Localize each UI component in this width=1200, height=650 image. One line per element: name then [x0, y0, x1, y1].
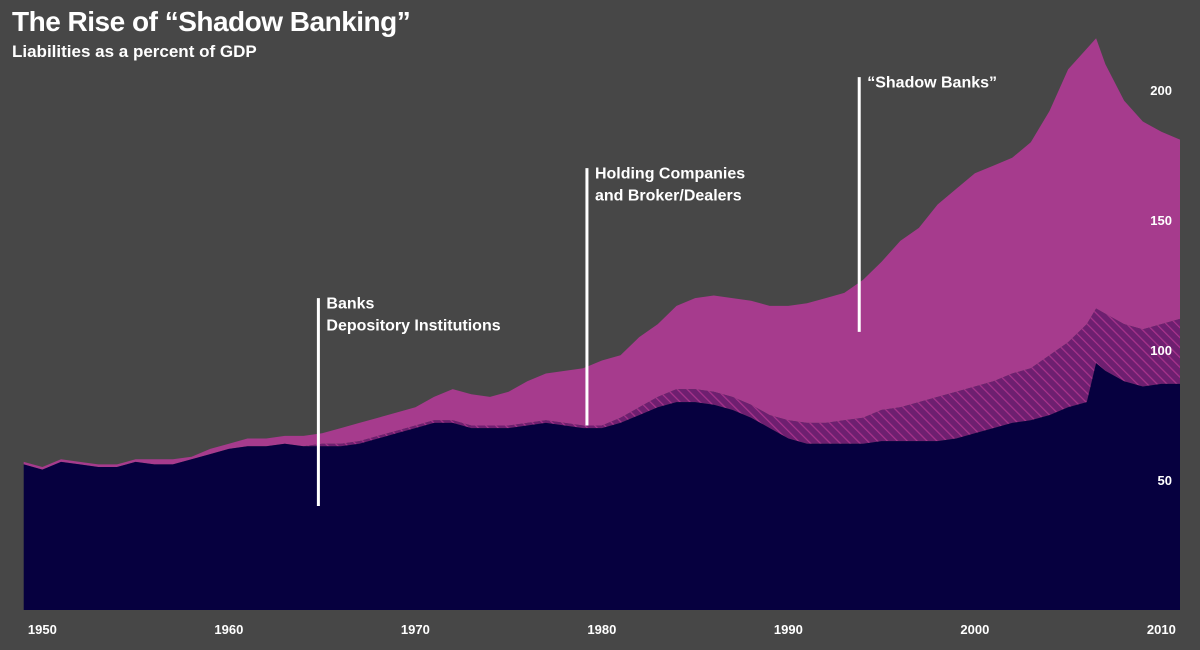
- y-tick-label-150: 150: [1150, 213, 1172, 228]
- x-tick-label-1970: 1970: [401, 622, 430, 637]
- y-tick-label-50: 50: [1158, 473, 1172, 488]
- chart-areas: [23, 38, 1181, 610]
- y-tick-label-200: 200: [1150, 83, 1172, 98]
- y-axis-ticks: 50 100 150 200: [1150, 83, 1172, 488]
- x-tick-label-2000: 2000: [960, 622, 989, 637]
- series-area-holding-companies: [23, 308, 1181, 470]
- x-tick-label-1980: 1980: [587, 622, 616, 637]
- series-area-shadow-banks: [23, 38, 1181, 470]
- annotation-label-1-1: and Broker/Dealers: [595, 188, 742, 205]
- chart-title: The Rise of “Shadow Banking”: [12, 6, 411, 37]
- x-axis-ticks: 1950 1960 1970 1980 1990 2000 2010: [28, 622, 1176, 637]
- x-tick-label-2010: 2010: [1147, 622, 1176, 637]
- annotation-label-0-1: Depository Institutions: [326, 318, 500, 335]
- y-tick-label-100: 100: [1150, 343, 1172, 358]
- chart-annotations: Banks Depository Institutions Holding Comp…: [316, 75, 997, 507]
- x-tick-label-1990: 1990: [774, 622, 803, 637]
- chart-subtitle: Liabilities as a percent of GDP: [12, 42, 257, 61]
- annotation-label-1-0: Holding Companies: [595, 166, 745, 183]
- annotation-label-2-0: “Shadow Banks”: [867, 75, 997, 92]
- annotation-label-0-0: Banks: [326, 296, 374, 313]
- x-tick-label-1950: 1950: [28, 622, 57, 637]
- series-area-banks: [23, 363, 1181, 610]
- x-tick-label-1960: 1960: [214, 622, 243, 637]
